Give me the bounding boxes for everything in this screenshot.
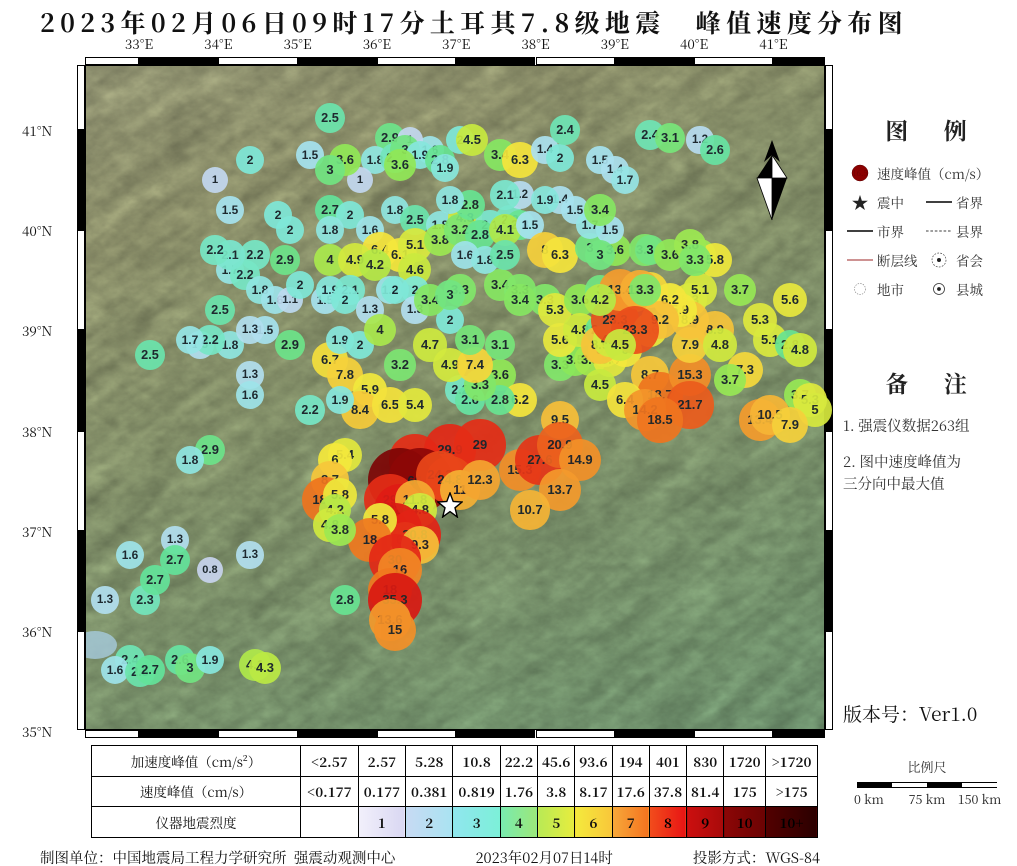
svg-text:16.5: 16.5 bbox=[852, 168, 868, 179]
